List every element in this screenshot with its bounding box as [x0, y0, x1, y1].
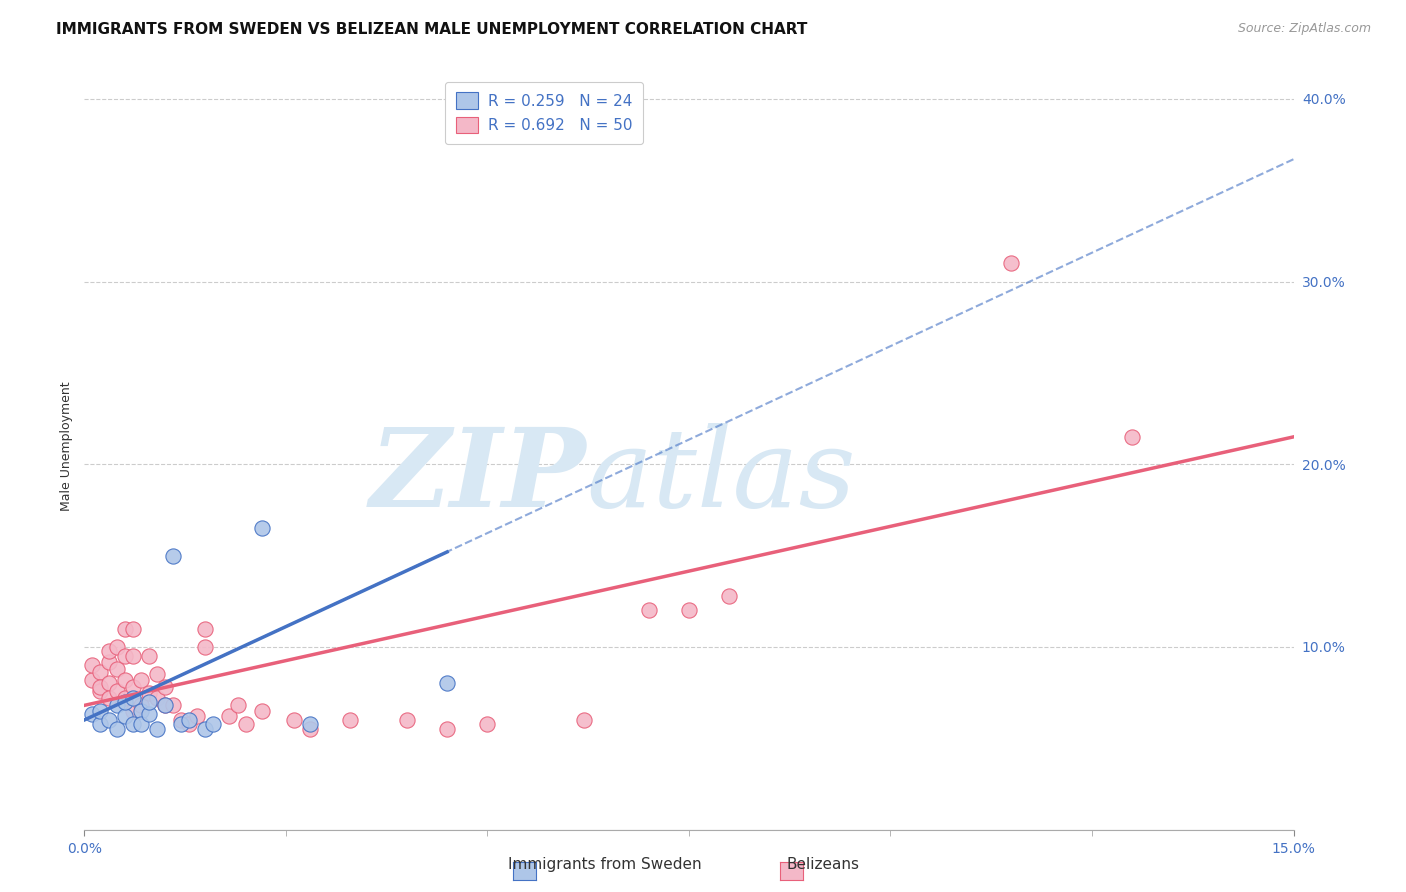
Point	[89, 704, 111, 718]
Point	[186, 709, 208, 723]
Point	[97, 713, 120, 727]
Point	[121, 704, 143, 718]
Point	[146, 667, 169, 681]
Point	[97, 691, 120, 706]
Point	[97, 643, 120, 657]
Point	[121, 680, 143, 694]
Point	[89, 683, 111, 698]
Point	[718, 589, 741, 603]
Point	[218, 709, 240, 723]
Y-axis label: Male Unemployment: Male Unemployment	[60, 381, 73, 511]
Point	[477, 716, 499, 731]
Point	[339, 713, 361, 727]
Point	[194, 640, 217, 654]
Point	[105, 683, 128, 698]
Point	[235, 716, 257, 731]
Point	[138, 707, 160, 722]
Point	[121, 648, 143, 663]
Text: Source: ZipAtlas.com: Source: ZipAtlas.com	[1237, 22, 1371, 36]
Point	[114, 673, 136, 687]
Point	[162, 698, 184, 713]
Point	[129, 704, 152, 718]
Point	[226, 698, 249, 713]
Point	[153, 698, 176, 713]
Point	[105, 640, 128, 654]
Text: IMMIGRANTS FROM SWEDEN VS BELIZEAN MALE UNEMPLOYMENT CORRELATION CHART: IMMIGRANTS FROM SWEDEN VS BELIZEAN MALE …	[56, 22, 807, 37]
Point	[1121, 430, 1143, 444]
Point	[82, 707, 104, 722]
Point	[146, 722, 169, 736]
Text: ZIP: ZIP	[370, 423, 586, 531]
Point	[153, 698, 176, 713]
Text: Belizeans: Belizeans	[786, 857, 859, 872]
Point	[138, 648, 160, 663]
Point	[170, 716, 193, 731]
Point	[146, 691, 169, 706]
Point	[179, 716, 201, 731]
Point	[637, 603, 659, 617]
Point	[114, 622, 136, 636]
Point	[170, 713, 193, 727]
Point	[114, 695, 136, 709]
Point	[179, 713, 201, 727]
Point	[105, 722, 128, 736]
Point	[153, 680, 176, 694]
Point	[436, 676, 458, 690]
Point	[138, 685, 160, 699]
Point	[114, 691, 136, 706]
Point	[395, 713, 418, 727]
Point	[97, 655, 120, 669]
Point	[82, 658, 104, 673]
Point	[121, 622, 143, 636]
Point	[89, 665, 111, 680]
Point	[121, 691, 143, 706]
Point	[162, 549, 184, 563]
Point	[97, 676, 120, 690]
Point	[250, 704, 273, 718]
Point	[129, 716, 152, 731]
Point	[283, 713, 305, 727]
Point	[572, 713, 595, 727]
Point	[82, 673, 104, 687]
Point	[436, 722, 458, 736]
Point	[129, 698, 152, 713]
Point	[299, 716, 322, 731]
Point	[678, 603, 700, 617]
Point	[138, 695, 160, 709]
Point	[202, 716, 225, 731]
Point	[105, 662, 128, 676]
Point	[129, 673, 152, 687]
Point	[299, 722, 322, 736]
Text: Immigrants from Sweden: Immigrants from Sweden	[508, 857, 702, 872]
Point	[114, 709, 136, 723]
Point	[121, 716, 143, 731]
Legend: R = 0.259   N = 24, R = 0.692   N = 50: R = 0.259 N = 24, R = 0.692 N = 50	[444, 81, 643, 144]
Point	[1000, 256, 1022, 270]
Point	[89, 716, 111, 731]
Point	[194, 622, 217, 636]
Point	[250, 521, 273, 535]
Text: atlas: atlas	[586, 423, 856, 531]
Point	[194, 722, 217, 736]
Point	[105, 698, 128, 713]
Point	[89, 680, 111, 694]
Point	[114, 648, 136, 663]
